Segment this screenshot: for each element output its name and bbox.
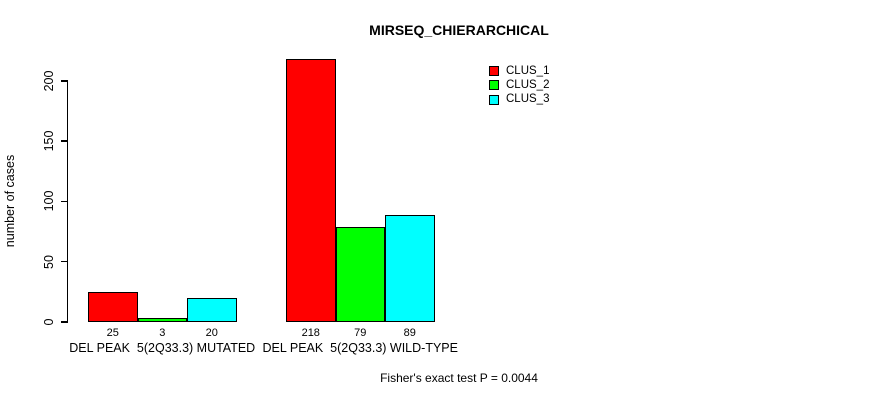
bar-clus_1-group1 — [88, 291, 138, 322]
x-category-label: DEL PEAK 5(2Q33.3) MUTATED — [69, 341, 256, 355]
y-axis-tick — [61, 200, 68, 203]
bar-clus_3-group1 — [187, 297, 237, 322]
legend-label-clus_2: CLUS_2 — [506, 78, 550, 91]
bar-clus_3-group2 — [385, 214, 435, 322]
legend-swatch-clus_3 — [489, 94, 499, 105]
legend-label-clus_3: CLUS_3 — [506, 93, 550, 106]
y-axis-tick-label: 50 — [42, 254, 56, 269]
x-category-label: DEL PEAK 5(2Q33.3) WILD-TYPE — [262, 341, 458, 355]
y-axis-tick-label: 0 — [42, 318, 56, 326]
legend-label-clus_1: CLUS_1 — [506, 64, 550, 77]
legend-swatch-clus_1 — [489, 66, 499, 76]
bar-clus_1-group2 — [286, 59, 336, 322]
chart-title: MIRSEQ_CHIERARCHICAL — [369, 22, 549, 38]
bar-value-label: 3 — [159, 327, 166, 339]
bar-clus_2-group2 — [335, 226, 385, 322]
y-axis-title: number of cases — [3, 154, 17, 248]
fisher-test-note: Fisher's exact test P = 0.0044 — [380, 371, 538, 385]
bar-value-label: 79 — [354, 327, 367, 339]
bar-value-label: 25 — [106, 327, 119, 339]
y-axis-tick — [61, 140, 68, 142]
y-axis-tick — [61, 321, 68, 323]
y-axis-tick — [61, 261, 68, 263]
y-axis-tick-label: 100 — [42, 191, 56, 212]
y-axis-tick-label: 150 — [42, 130, 56, 152]
bar-value-label: 218 — [301, 327, 320, 339]
bar-clus_2-group1 — [137, 318, 187, 322]
bar-value-label: 20 — [205, 327, 218, 339]
y-axis-tick-label: 200 — [42, 70, 56, 92]
legend-swatch-clus_2 — [489, 80, 499, 91]
y-axis-tick — [61, 80, 68, 82]
bar-value-label: 89 — [403, 327, 416, 339]
